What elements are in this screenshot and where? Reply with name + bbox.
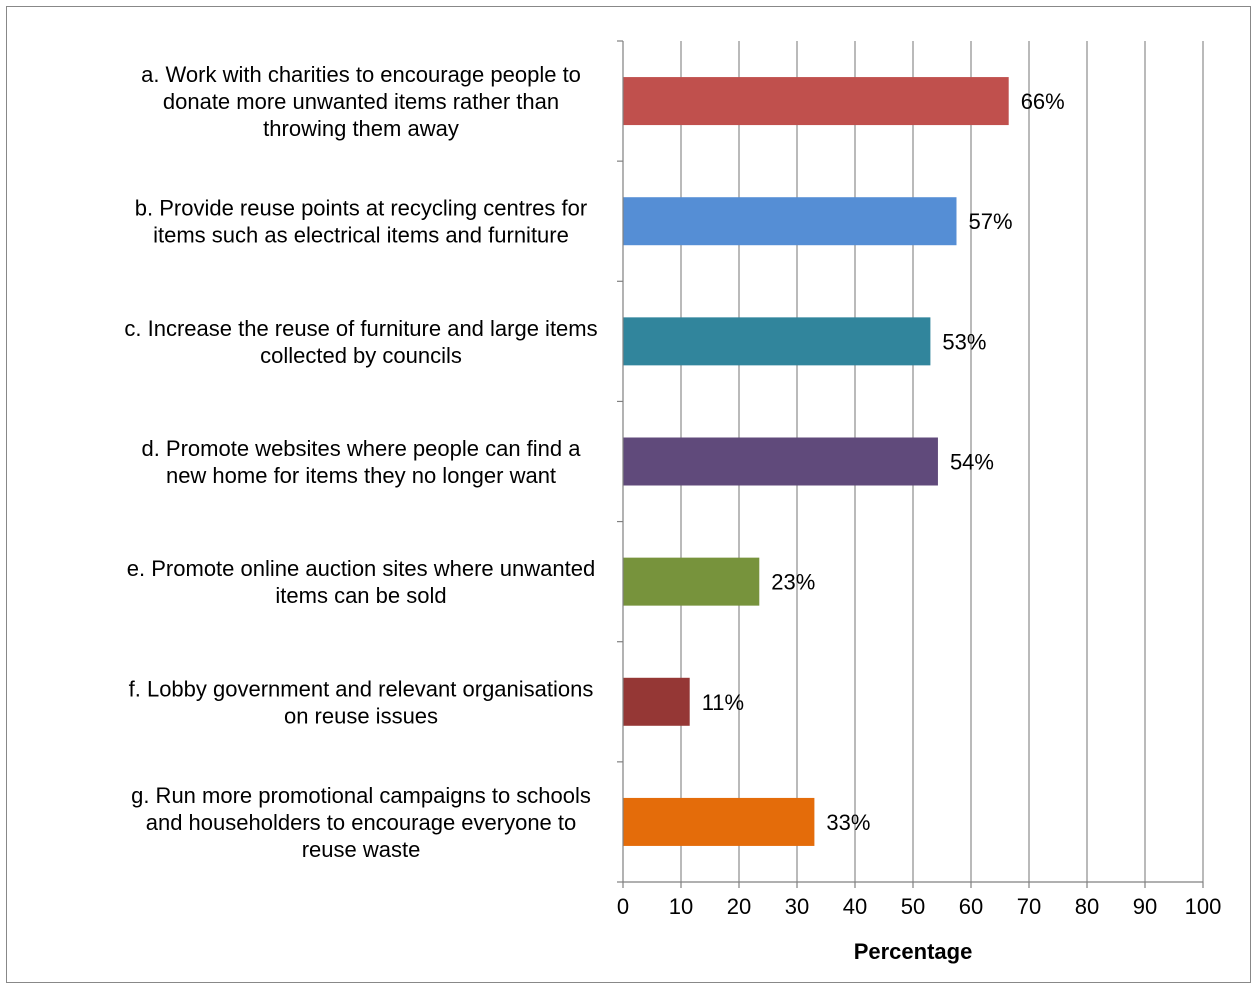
bar — [623, 197, 957, 246]
x-tick-label: 30 — [785, 894, 809, 919]
category-label: items such as electrical items and furni… — [153, 223, 569, 248]
data-label: 57% — [969, 209, 1013, 234]
x-tick-label: 40 — [843, 894, 867, 919]
data-label: 23% — [771, 570, 815, 595]
x-axis-title: Percentage — [854, 939, 973, 964]
bar — [623, 437, 938, 486]
data-label: 53% — [942, 329, 986, 354]
category-label: f. Lobby government and relevant organis… — [129, 676, 594, 701]
category-label: on reuse issues — [284, 703, 438, 728]
data-label: 54% — [950, 450, 994, 475]
x-tick-label: 80 — [1075, 894, 1099, 919]
bar — [623, 317, 931, 366]
bars — [623, 77, 1009, 846]
category-label: c. Increase the reuse of furniture and l… — [124, 316, 597, 341]
data-label: 33% — [826, 810, 870, 835]
labels: 0 10 20 30 40 50 60 70 80 90 100 a. Work with chari… — [124, 62, 1221, 919]
category-label: new home for items they no longer want — [166, 463, 556, 488]
data-label: 66% — [1021, 89, 1065, 114]
x-tick-label: 90 — [1133, 894, 1157, 919]
x-tick-label: 70 — [1017, 894, 1041, 919]
category-label: a. Work with charities to encourage peop… — [141, 62, 581, 87]
axes — [617, 40, 1204, 888]
category-label: d. Promote websites where people can fin… — [141, 436, 581, 461]
bar — [623, 557, 760, 606]
category-label: g. Run more promotional campaigns to sch… — [131, 783, 591, 808]
x-tick-label: 50 — [901, 894, 925, 919]
category-label: collected by councils — [260, 343, 462, 368]
category-label: and householders to encourage everyone t… — [146, 810, 577, 835]
category-label: donate more unwanted items rather than — [163, 89, 559, 114]
x-tick-label: 20 — [727, 894, 751, 919]
category-label: throwing them away — [263, 116, 459, 141]
category-label: e. Promote online auction sites where un… — [127, 556, 595, 581]
category-label: reuse waste — [302, 837, 421, 862]
bar — [623, 677, 690, 726]
bar-chart: 0 10 20 30 40 50 60 70 80 90 100 a. Work with chari… — [124, 40, 1221, 964]
category-label: items can be sold — [275, 583, 446, 608]
x-tick-label: 0 — [617, 894, 629, 919]
bar — [623, 797, 815, 846]
bar — [623, 77, 1009, 126]
category-label: b. Provide reuse points at recycling cen… — [135, 196, 587, 221]
chart-frame: 0 10 20 30 40 50 60 70 80 90 100 a. Work with chari… — [6, 6, 1251, 983]
x-tick-label: 10 — [669, 894, 693, 919]
x-tick-label: 60 — [959, 894, 983, 919]
data-label: 11% — [702, 690, 744, 715]
x-tick-label: 100 — [1185, 894, 1222, 919]
